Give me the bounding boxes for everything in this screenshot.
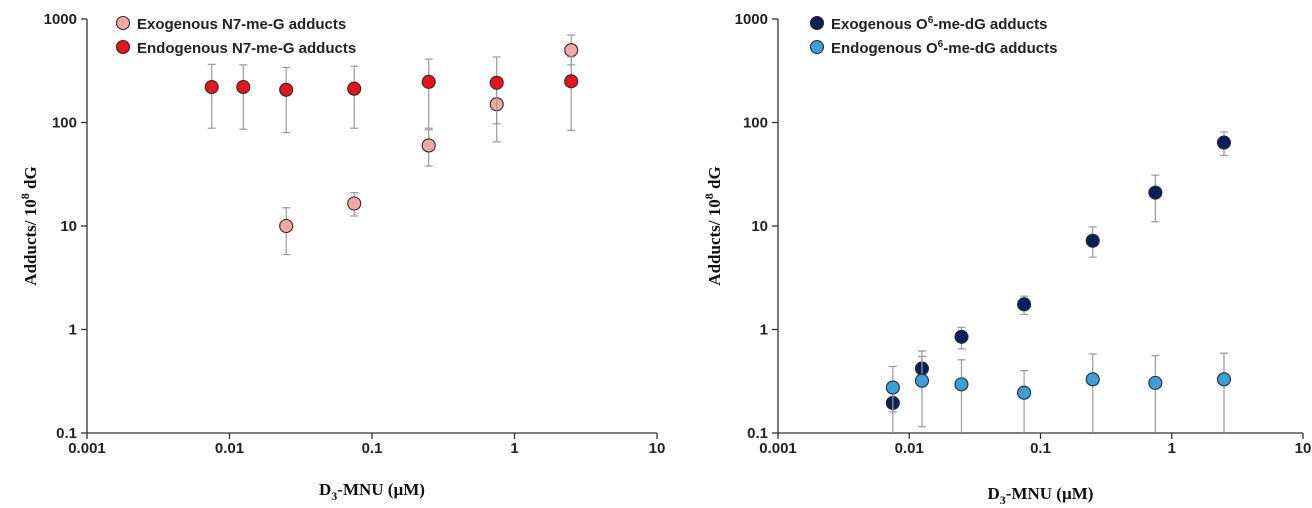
series-1 [885, 350, 1232, 433]
data-point [564, 74, 579, 89]
data-point [885, 380, 900, 395]
data-point [1017, 297, 1032, 312]
data-point [347, 196, 362, 211]
y-tick-label: 0.1 [747, 425, 768, 442]
x-tick-label: 10 [649, 440, 666, 457]
x-tick-label: 0.001 [759, 440, 797, 457]
x-tick-label: 0.01 [895, 440, 924, 457]
x-tick-label: 0.01 [215, 440, 244, 457]
series-0 [885, 131, 1232, 413]
y-tick-label: 1000 [44, 11, 77, 28]
legend-marker [115, 15, 131, 31]
y-tick-label: 1 [760, 322, 768, 339]
data-point [1148, 185, 1163, 200]
y-tick-label: 10 [60, 218, 77, 235]
x-tick-label: 0.1 [362, 440, 383, 457]
left-chart-n7-me-g: 0.1 1 10 100 1000 0.001 0.01 0.1 1 10 D3-MNU (µM) A… [18, 11, 665, 503]
y-tick-label: 10 [751, 218, 768, 235]
data-point [421, 138, 436, 153]
right-chart-o6-me-dg: 0.1 1 10 100 1000 0.001 0.01 0.1 1 10 D3-MNU (µM) A… [702, 11, 1311, 507]
data-point [914, 373, 930, 388]
legend-entry: Exogenous O6-me-dG adducts [831, 15, 1047, 33]
x-axis-label: D3-MNU (µM) [319, 480, 425, 503]
y-tick-label: 1000 [735, 11, 768, 28]
data-point [421, 74, 436, 89]
data-point [954, 377, 969, 392]
y-tick-label: 0.1 [56, 425, 77, 442]
x-axis-label: D3-MNU (µM) [988, 484, 1094, 507]
y-tick-label: 1 [69, 322, 77, 339]
y-tick-label: 100 [743, 115, 768, 132]
data-point [489, 75, 504, 90]
legend-marker [115, 39, 131, 55]
data-point [1017, 385, 1032, 400]
series-1 [204, 56, 579, 134]
data-point [279, 218, 294, 234]
legend-marker [809, 39, 825, 55]
data-point [236, 80, 251, 95]
legend-entry: Endogenous N7-me-G adducts [137, 40, 356, 57]
x-tick-label: 0.1 [1030, 440, 1051, 457]
data-point [1216, 135, 1232, 150]
data-point [1216, 372, 1232, 387]
legend-entry: Exogenous N7-me-G adducts [137, 16, 346, 33]
data-point [564, 43, 579, 58]
data-point [204, 80, 219, 95]
x-tick-label: 1 [1168, 440, 1176, 457]
x-tick-label: 10 [1295, 440, 1312, 457]
y-axis-label: Adducts/ 108 dG [702, 166, 724, 285]
data-point [954, 329, 969, 344]
data-point [1148, 375, 1163, 390]
legend-marker [809, 15, 825, 31]
legend-entry: Endogenous O6-me-dG adducts [831, 39, 1057, 57]
data-point [1085, 233, 1100, 248]
data-point [279, 82, 294, 97]
data-point [347, 81, 362, 96]
x-tick-label: 1 [510, 440, 518, 457]
data-point [1085, 372, 1100, 387]
x-tick-label: 0.001 [68, 440, 106, 457]
y-tick-label: 100 [52, 115, 77, 132]
y-axis-label: Adducts/ 108 dG [18, 166, 40, 285]
